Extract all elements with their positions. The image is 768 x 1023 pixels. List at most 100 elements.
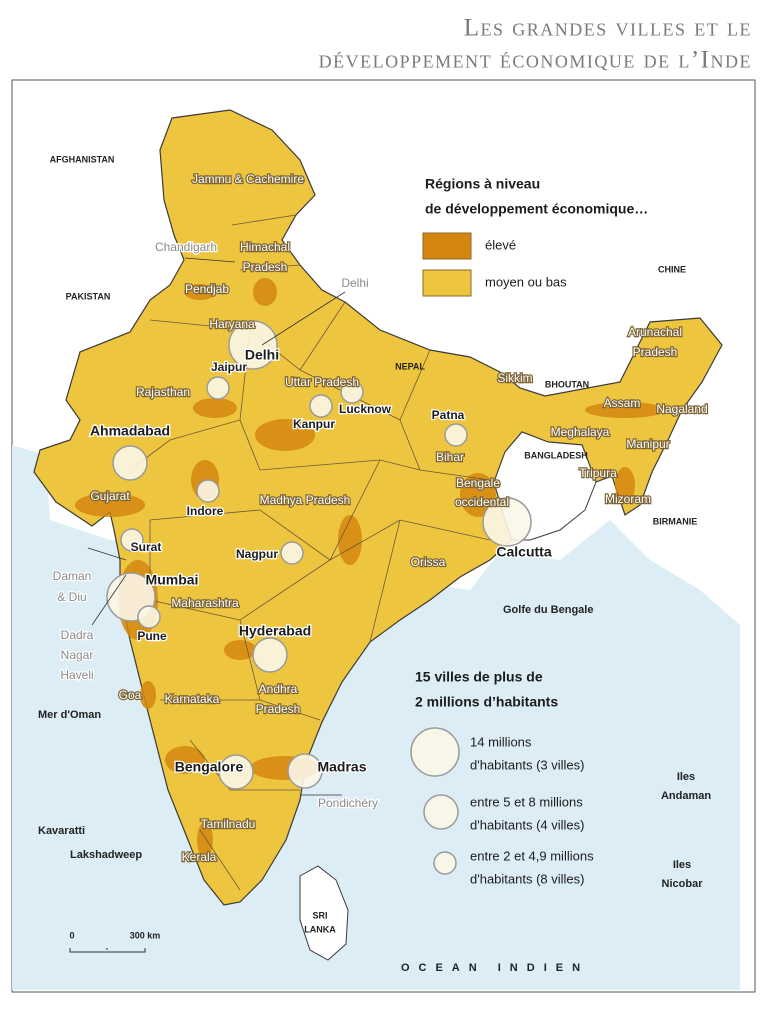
city-circle [287,753,323,789]
state-label: Pradesh [243,260,288,274]
state-label: Pendjab [185,282,229,296]
island-label: Iles [677,771,695,783]
sea-label: OCEAN INDIEN [401,962,589,974]
state-label: Andhra [259,682,298,696]
state-label: Himachal [240,240,290,254]
city-circle [340,380,364,404]
legend-label: élevé [485,237,516,252]
legend-label: d'habitants (3 villes) [470,757,584,772]
island-label: Andaman [661,790,711,802]
city-label: Patna [432,408,465,422]
state-label: Orissa [411,555,446,569]
high-area [253,278,277,306]
country-label: BHOUTAN [545,379,589,389]
territory-label: & Diu [57,590,86,604]
legend-label: moyen ou bas [485,274,567,289]
state-label: Rajasthan [136,385,190,399]
state-label: Bengale [456,476,500,490]
city-label: Delhi [245,347,279,363]
territory-label: Chandigarh [155,240,217,254]
territory-label: Delhi [341,276,368,290]
city-circle [280,541,304,565]
high-area [460,473,496,517]
india-land [33,109,723,906]
high-area [193,398,237,418]
city-label: Jaipur [211,360,247,374]
scale-label: 0 [69,930,74,940]
city-label: Nagpur [236,547,278,561]
country-label: BIRMANIE [653,516,698,526]
territory-label: Daman [53,569,92,583]
legend-title: de développement économique… [425,201,648,217]
high-area [585,402,665,418]
city-label: Hyderabad [239,623,311,639]
territory-label: Pondichéry [318,796,378,810]
territory-label: Dadra [61,628,94,642]
city-circle [218,754,254,790]
legend-label: entre 2 et 4,9 millions [470,848,594,863]
high-area [184,284,216,300]
scale-bar [69,948,146,953]
state-label: Jammu & Cachemire [192,172,304,186]
city-circle [444,423,468,447]
leader-line [91,574,127,626]
title-line: développement économique de l’Inde [319,47,752,74]
state-label: Uttar Pradesh [285,375,359,389]
country-label: LANKA [304,924,336,934]
legend-label: entre 5 et 8 millions [470,794,583,809]
sea-label: Mer d'Oman [38,709,101,721]
legend-circle [433,851,457,875]
city-circle [120,528,144,552]
high-area [338,515,362,565]
high-area [615,467,635,503]
legend-title: 2 millions d’habitants [415,694,558,710]
state-label: Haryana [209,317,255,331]
high-development-areas [75,278,665,858]
city-label: Calcutta [496,544,551,560]
territory-label: Haveli [60,668,93,682]
city-circle [228,320,278,370]
state-label: Assam [604,396,641,410]
city-label: Pune [137,629,167,643]
island-label: Kavaratti [38,825,85,837]
high-area [224,640,256,660]
high-area [255,419,315,451]
state-label: Kerala [182,850,217,864]
city-circle [196,479,220,503]
high-area [75,493,145,517]
state-borders [129,214,491,891]
legend-title: 15 villes de plus de [415,669,543,685]
state-label: Pradesh [256,702,301,716]
legend-swatch [422,232,472,260]
city-label: Bengalore [175,759,244,775]
leader-line [261,291,346,346]
island-label: Lakshadweep [70,849,142,861]
state-label: Maharashtra [171,596,239,610]
city-circle [252,637,288,673]
state-label: Goa [119,688,142,702]
state-label: Nagaland [656,402,707,416]
state-label: Tamilnadu [201,817,256,831]
city-label: Kanpur [293,417,335,431]
legend-title: Régions à niveau [425,176,540,192]
island-label: Iles [673,859,691,871]
state-label: occidental [455,495,509,509]
state-label: Bihar [436,450,464,464]
sri-lanka [299,865,349,961]
country-label: PAKISTAN [66,291,111,301]
state-label: Karnataka [165,692,220,706]
state-label: Sikkim [497,371,532,385]
city-label: Lucknow [339,402,392,416]
legend-circle [410,727,460,777]
city-circle [309,394,333,418]
state-label: Pradesh [633,345,678,359]
city-label: Surat [131,540,162,554]
state-label: Tripura [579,466,617,480]
city-circle [206,376,230,400]
state-label: Manipur [626,437,669,451]
state-label: Gujarat [90,489,130,503]
scale-label: 300 km [130,930,161,940]
island-label: Nicobar [662,878,704,890]
high-area [140,681,156,709]
